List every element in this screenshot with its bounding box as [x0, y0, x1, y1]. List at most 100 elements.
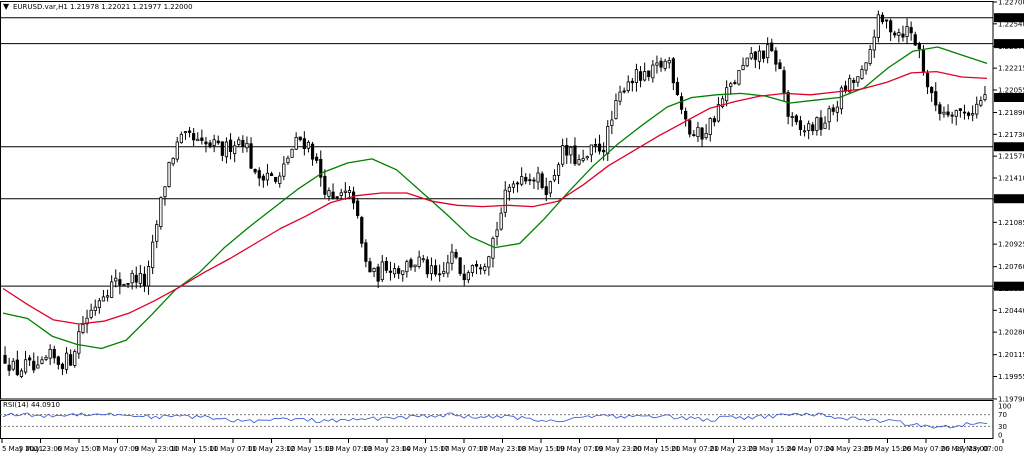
candle-bear — [889, 20, 893, 33]
candle-bull — [130, 272, 134, 284]
level-price-label: 1.21639 — [996, 143, 1024, 151]
candle-bull — [971, 113, 975, 116]
candle-bull — [380, 261, 384, 281]
candle-bull — [294, 136, 298, 150]
candle-bull — [212, 139, 216, 146]
candle-bear — [462, 273, 466, 281]
price-tick-label: 1.21890 — [998, 109, 1024, 117]
candle-bear — [458, 257, 462, 274]
candle-bull — [499, 212, 503, 230]
candle-bull — [392, 268, 397, 275]
candle-bear — [700, 127, 704, 140]
candle-bear — [934, 91, 938, 106]
candle-bull — [36, 364, 40, 369]
candle-bear — [142, 273, 147, 287]
candle-bull — [827, 108, 831, 123]
candle-bull — [708, 118, 712, 136]
candle-bull — [405, 261, 409, 273]
symbol-header: EURUSD.var,H1 1.21978 1.22021 1.21977 1.… — [13, 3, 193, 11]
candle-bull — [265, 172, 270, 181]
candle-bull — [643, 71, 647, 81]
price-tick-label: 1.20600 — [998, 285, 1024, 293]
candle-bear — [118, 279, 122, 286]
candle-bear — [786, 92, 790, 117]
candle-bear — [3, 354, 7, 364]
price-tick-label: 1.20280 — [998, 329, 1024, 337]
candle-bull — [655, 62, 659, 66]
candle-bull — [507, 186, 511, 192]
candle-bull — [634, 69, 639, 83]
candle-bull — [343, 190, 347, 193]
candle-bull — [146, 266, 151, 287]
candle-bull — [347, 190, 352, 193]
candle-bear — [852, 79, 856, 83]
candle-bull — [905, 25, 909, 37]
candle-bear — [315, 156, 319, 161]
candle-bear — [688, 120, 692, 135]
candle-bull — [696, 126, 700, 137]
candle-bear — [515, 182, 520, 185]
time-tick-label: 11 May 07:00 — [209, 445, 257, 453]
candle-bear — [671, 58, 675, 84]
level-price-box — [994, 13, 1024, 23]
candle-bear — [479, 267, 483, 270]
candle-bull — [663, 60, 667, 69]
candle-bear — [438, 273, 442, 276]
candle-bear — [192, 133, 196, 141]
candle-bull — [975, 103, 979, 115]
candle-bear — [753, 51, 757, 60]
time-tick-label: 25 May 15:00 — [863, 445, 911, 453]
candle-bear — [794, 115, 798, 123]
candle-bull — [159, 197, 163, 228]
candle-bear — [220, 141, 224, 156]
candle-bull — [23, 359, 28, 373]
candle-bull — [876, 14, 880, 39]
candle-bull — [421, 258, 425, 261]
rsi-line — [2, 412, 988, 429]
candle-bear — [602, 149, 606, 153]
candle-bear — [782, 70, 786, 95]
price-tick-label: 1.20440 — [998, 307, 1024, 315]
candle-bull — [97, 300, 101, 309]
candle-bear — [425, 259, 429, 275]
collapse-triangle-icon[interactable]: ▼ — [3, 2, 10, 11]
candle-bear — [675, 82, 680, 96]
candle-bear — [216, 140, 220, 144]
candle-bear — [544, 186, 548, 196]
candle-bull — [101, 296, 106, 302]
candle-bear — [302, 138, 306, 150]
time-tick-label: 7 May 07:00 — [96, 445, 140, 453]
candle-bear — [884, 19, 889, 22]
time-tick-label: 20 May 15:00 — [632, 445, 680, 453]
candle-bull — [290, 148, 294, 158]
level-price-box — [994, 281, 1024, 291]
candle-bear — [397, 268, 401, 274]
candle-bear — [368, 261, 372, 273]
time-tick-label: 19 May 07:00 — [555, 445, 603, 453]
time-tick-label: 9 May 23:00 — [134, 445, 178, 453]
candle-bear — [323, 175, 327, 195]
candle-bull — [282, 163, 286, 177]
candle-bull — [85, 317, 89, 325]
candle-bull — [89, 309, 93, 318]
ma-slow-line — [2, 70, 988, 325]
candle-bear — [7, 364, 11, 371]
candle-bull — [237, 139, 241, 145]
candle-bear — [679, 96, 684, 110]
candle-bull — [224, 141, 229, 158]
candle-bear — [622, 90, 626, 93]
candle-bear — [356, 200, 360, 216]
time-tick-label: 6 May 15:00 — [57, 445, 101, 453]
candle-bull — [983, 94, 987, 101]
candle-bear — [684, 110, 688, 120]
time-tick-label: 24 May 07:00 — [786, 445, 834, 453]
candle-bear — [364, 242, 368, 262]
price-tick-label: 1.22215 — [998, 65, 1024, 73]
candle-bull — [790, 116, 794, 118]
candle-bull — [548, 181, 552, 194]
candle-bull — [73, 351, 77, 366]
level-price-label: 1.21258 — [996, 195, 1024, 203]
candle-bull — [286, 157, 290, 164]
